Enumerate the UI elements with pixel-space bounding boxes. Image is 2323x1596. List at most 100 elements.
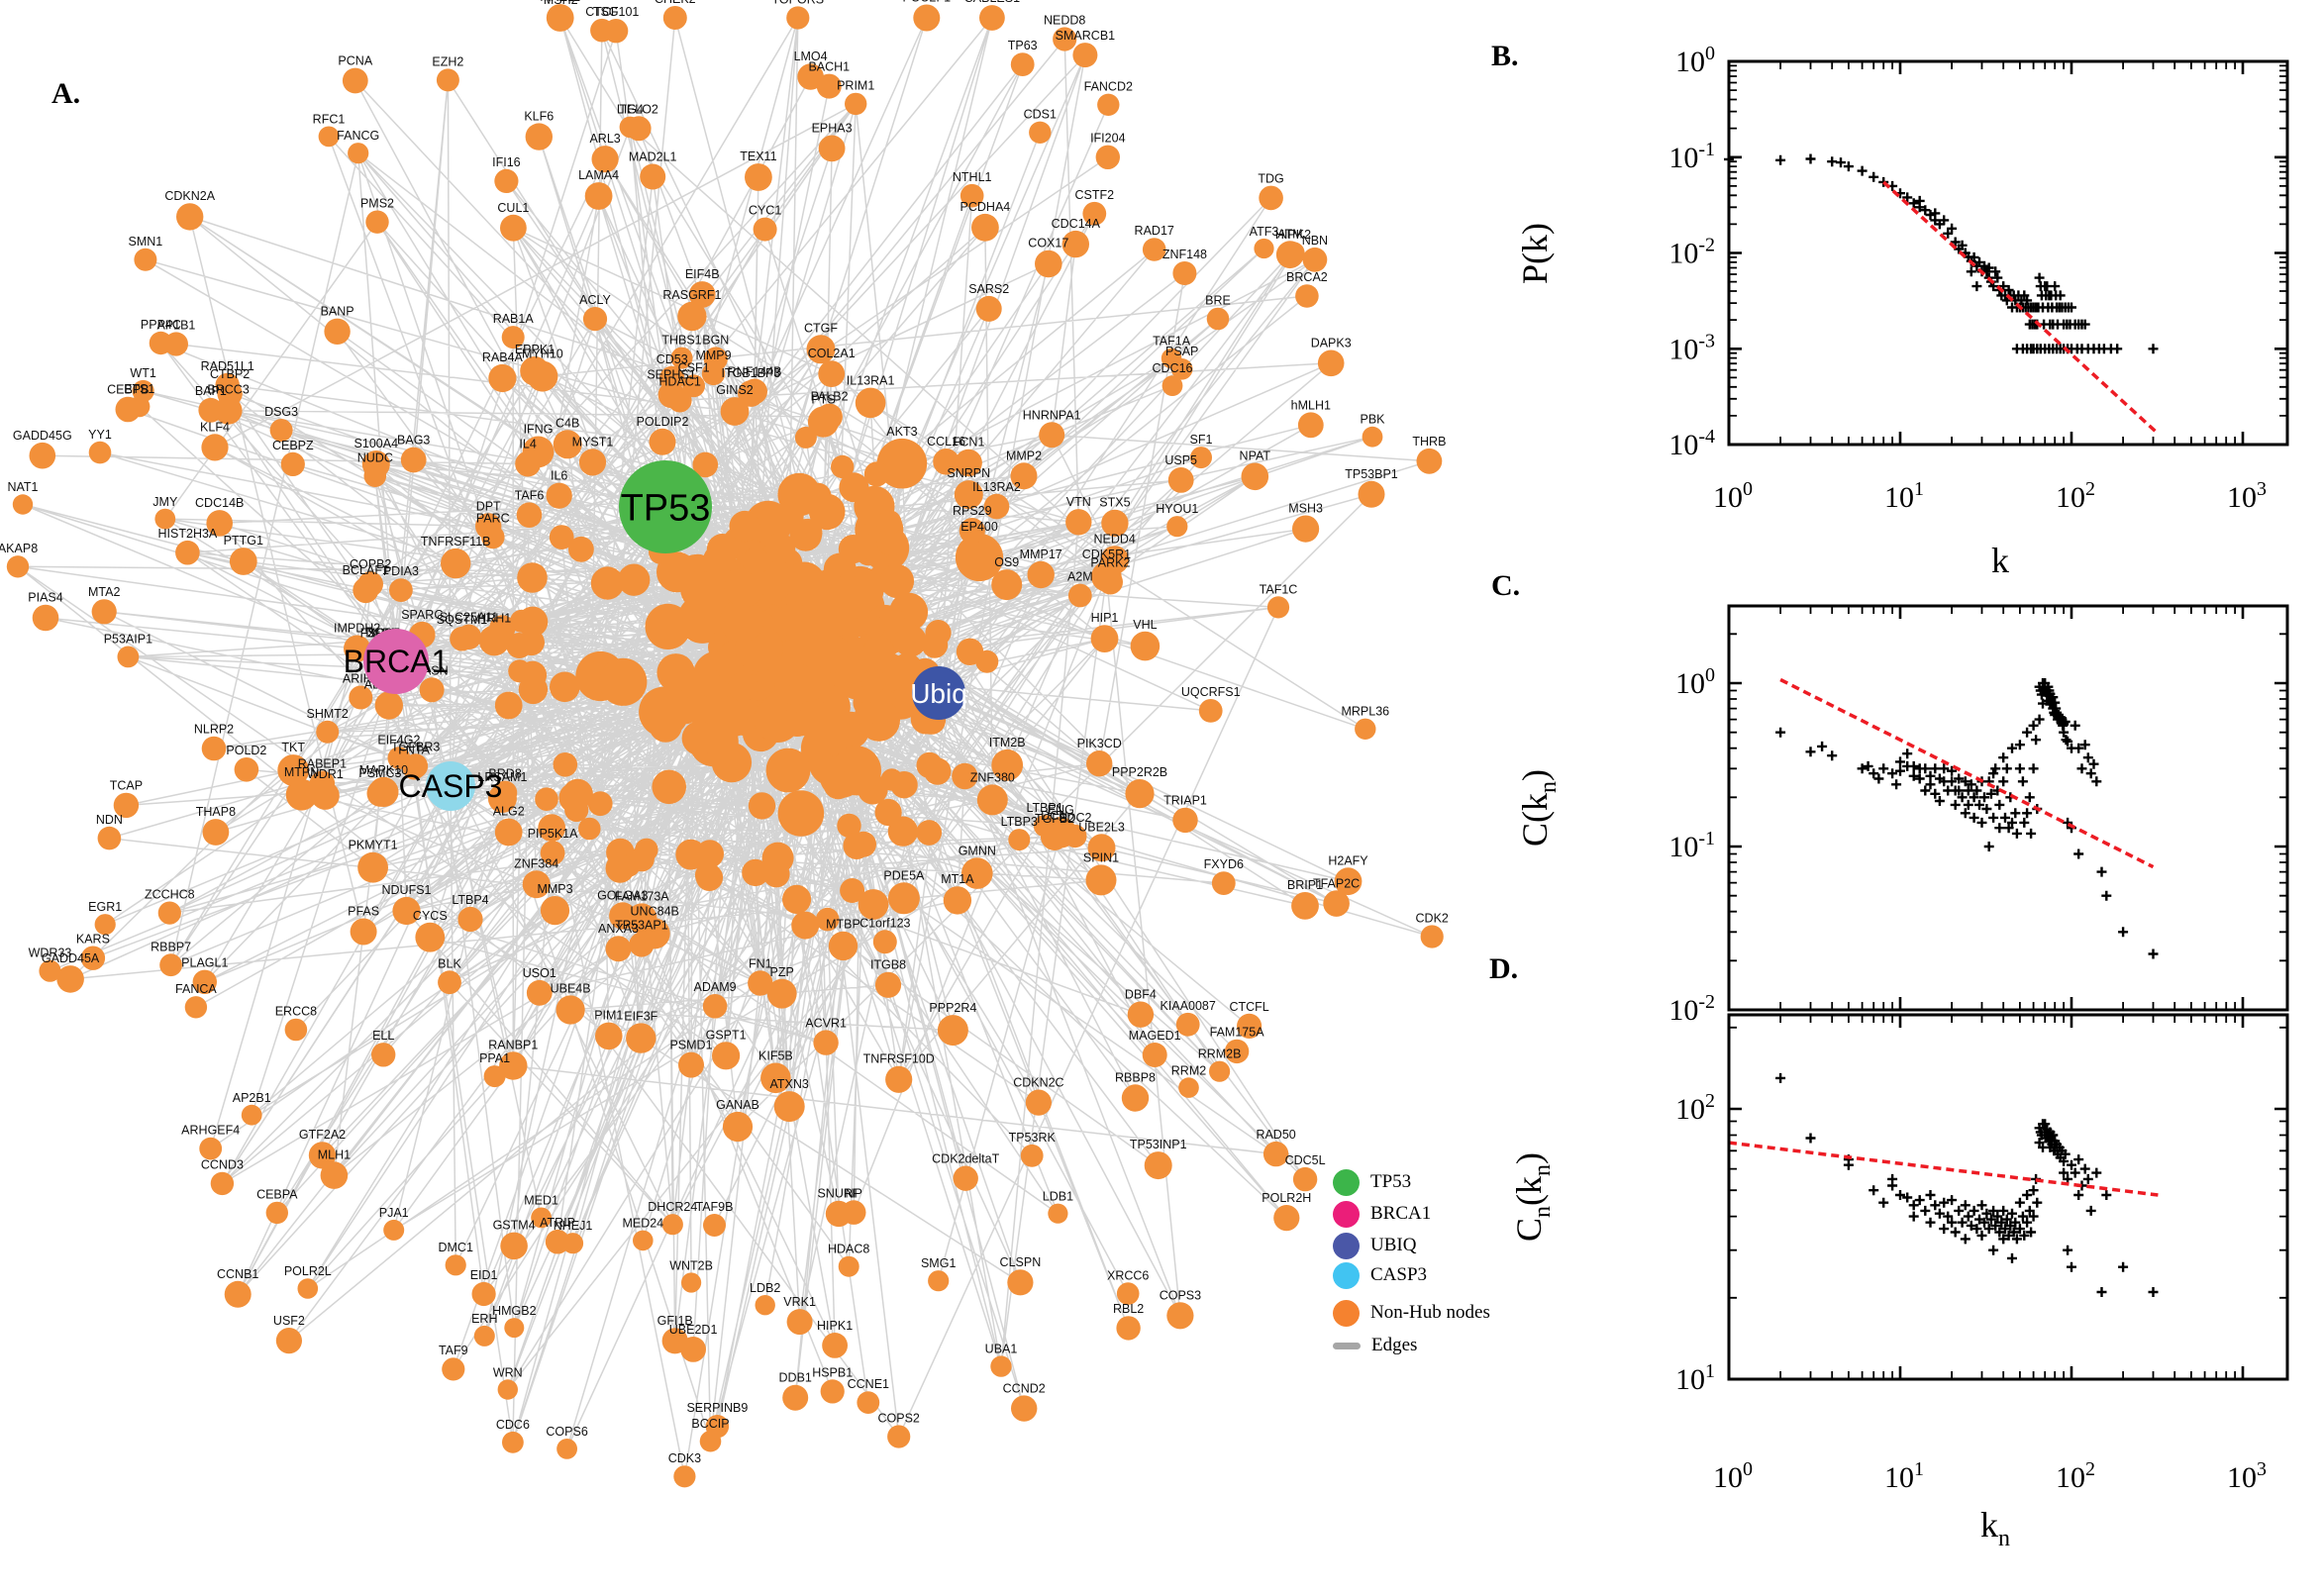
svg-text:PIK3CD: PIK3CD <box>1077 737 1122 750</box>
svg-text:LDB2: LDB2 <box>750 1281 780 1295</box>
svg-text:PIP5K1A: PIP5K1A <box>528 827 578 841</box>
svg-text:NDUFS1: NDUFS1 <box>381 883 431 897</box>
svg-text:PZP: PZP <box>770 965 794 979</box>
svg-text:100: 100 <box>1675 43 1715 78</box>
svg-text:MED24: MED24 <box>622 1217 663 1231</box>
legend-item-edges: Edges <box>1333 1332 1417 1359</box>
svg-text:IFNG: IFNG <box>524 423 554 437</box>
edge-swatch-icon <box>1333 1342 1361 1349</box>
svg-text:RBBP7: RBBP7 <box>151 940 191 953</box>
svg-text:HDAC1: HDAC1 <box>658 375 700 389</box>
svg-text:MMP17: MMP17 <box>1020 548 1062 561</box>
svg-text:PCDHA4: PCDHA4 <box>960 200 1011 214</box>
svg-text:CABLES1: CABLES1 <box>964 0 1020 5</box>
svg-text:BACH1: BACH1 <box>808 60 850 74</box>
svg-text:TKT: TKT <box>281 741 305 754</box>
svg-text:WDR33: WDR33 <box>29 947 72 960</box>
svg-text:PIAS4: PIAS4 <box>28 591 62 605</box>
svg-text:10-1: 10-1 <box>1668 828 1715 863</box>
svg-text:10-3: 10-3 <box>1668 330 1715 365</box>
svg-text:BRD8: BRD8 <box>488 767 521 781</box>
svg-text:CYC1: CYC1 <box>749 204 781 218</box>
tp53-dot-icon <box>1333 1168 1360 1196</box>
panel-letter-c: C. <box>1491 569 1521 602</box>
svg-text:LIG4: LIG4 <box>617 103 644 117</box>
svg-text:FANCA: FANCA <box>175 982 217 996</box>
svg-text:101: 101 <box>1884 1458 1924 1494</box>
svg-text:GSTM4: GSTM4 <box>493 1219 536 1233</box>
svg-text:TEX11: TEX11 <box>740 150 776 163</box>
svg-text:VTN: VTN <box>1066 495 1091 509</box>
svg-text:ETS1: ETS1 <box>124 382 154 396</box>
svg-text:TP53BP1: TP53BP1 <box>1345 467 1398 481</box>
plot-c: 100 10-1 10-2 C(kn​) <box>1515 604 2289 1027</box>
svg-text:DMC1: DMC1 <box>438 1241 472 1254</box>
svg-text:HRH1: HRH1 <box>477 611 511 625</box>
svg-text:GOLGA3: GOLGA3 <box>597 888 648 902</box>
svg-text:USO1: USO1 <box>523 966 556 980</box>
svg-text:NTHL1: NTHL1 <box>953 170 992 184</box>
svg-text:ACLY: ACLY <box>579 293 611 307</box>
scatter-points-d <box>1775 1072 2159 1297</box>
svg-text:FXYD6: FXYD6 <box>1204 857 1244 871</box>
svg-text:MT1A: MT1A <box>941 872 974 886</box>
svg-text:KLF6: KLF6 <box>524 109 554 123</box>
svg-text:CLSPN: CLSPN <box>1000 1255 1042 1269</box>
svg-text:BCLAF1: BCLAF1 <box>343 563 389 577</box>
svg-text:CSF1: CSF1 <box>678 360 710 374</box>
svg-text:WRN: WRN <box>493 1365 523 1379</box>
svg-text:PALB2: PALB2 <box>811 390 849 404</box>
svg-text:PRIM1: PRIM1 <box>837 79 874 93</box>
svg-text:A2M: A2M <box>1067 570 1093 584</box>
svg-text:COPB2: COPB2 <box>350 557 391 571</box>
svg-text:CCL16: CCL16 <box>927 435 965 449</box>
svg-text:DHCR24: DHCR24 <box>648 1200 697 1214</box>
hub-label-ubiq: Ubiq <box>910 678 967 709</box>
svg-text:MTA2: MTA2 <box>88 585 120 599</box>
panel-letter-d: D. <box>1489 952 1519 985</box>
svg-text:IFI204: IFI204 <box>1090 132 1125 146</box>
svg-text:CEBPZ: CEBPZ <box>272 439 314 452</box>
svg-text:RNF144B: RNF144B <box>728 365 782 379</box>
svg-text:TP63: TP63 <box>1008 39 1038 52</box>
svg-text:EIF4B: EIF4B <box>685 267 720 281</box>
svg-text:BRCA2: BRCA2 <box>1286 270 1328 284</box>
svg-text:RASGRF1: RASGRF1 <box>662 288 721 302</box>
svg-text:FAM173A: FAM173A <box>615 889 670 903</box>
svg-text:TNFRSF11B: TNFRSF11B <box>421 535 491 549</box>
svg-text:PDE5A: PDE5A <box>883 868 925 882</box>
svg-text:SARS2: SARS2 <box>968 282 1009 296</box>
svg-text:102: 102 <box>1675 1090 1715 1126</box>
svg-text:EID1: EID1 <box>470 1268 498 1282</box>
svg-text:TP53INP1: TP53INP1 <box>1130 1138 1187 1151</box>
svg-text:NDN: NDN <box>96 813 123 827</box>
svg-text:BAP1: BAP1 <box>195 384 227 398</box>
svg-text:FN1: FN1 <box>749 956 772 970</box>
svg-text:TP53AP1: TP53AP1 <box>615 919 668 933</box>
svg-text:ITGB8: ITGB8 <box>870 958 906 972</box>
svg-text:POLD2: POLD2 <box>226 744 266 757</box>
svg-text:ATXN3: ATXN3 <box>770 1077 809 1091</box>
svg-text:100: 100 <box>1675 664 1715 700</box>
svg-text:KIAA0087: KIAA0087 <box>1161 999 1216 1013</box>
svg-text:103: 103 <box>2227 478 2267 514</box>
svg-text:TGFBR3: TGFBR3 <box>391 740 440 753</box>
legend-item-tp53: TP53 <box>1333 1168 1411 1196</box>
svg-text:RAB4A: RAB4A <box>482 350 524 364</box>
svg-text:WNT2B: WNT2B <box>669 1258 713 1272</box>
svg-text:FAM175A: FAM175A <box>1210 1026 1265 1040</box>
svg-text:ZNF148: ZNF148 <box>1162 248 1207 261</box>
svg-text:LTBP1: LTBP1 <box>1026 801 1062 815</box>
svg-text:FANCG: FANCG <box>337 129 379 143</box>
panel-letter-a: A. <box>51 77 81 110</box>
legend-item-ubiq: UBIQ <box>1333 1232 1416 1259</box>
svg-text:COPS2: COPS2 <box>878 1411 920 1425</box>
svg-text:PJA1: PJA1 <box>379 1206 409 1220</box>
svg-text:CCND2: CCND2 <box>1003 1381 1046 1395</box>
svg-text:NP: NP <box>846 1186 862 1200</box>
svg-text:THAP8: THAP8 <box>196 805 236 819</box>
svg-text:TAF6: TAF6 <box>515 488 545 502</box>
svg-text:CYCS: CYCS <box>413 909 448 923</box>
svg-text:EP400: EP400 <box>960 520 998 534</box>
svg-text:MTBP: MTBP <box>826 918 860 932</box>
